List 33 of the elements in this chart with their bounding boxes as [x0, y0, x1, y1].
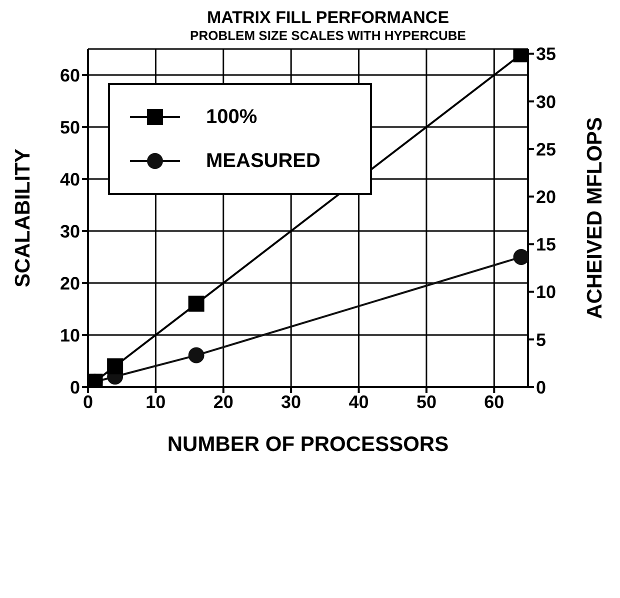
- y2-tick-label: 10: [536, 282, 556, 302]
- y-tick-label: 10: [60, 325, 80, 346]
- y2-tick-label: 30: [536, 92, 556, 112]
- y-tick-label: 40: [60, 169, 80, 190]
- x-tick-label: 40: [348, 392, 369, 412]
- point: [107, 358, 124, 374]
- y2-axis-title: ACHEIVED MFLOPS: [583, 117, 606, 319]
- y-tick-label: 50: [60, 117, 80, 138]
- y-tick-label: 60: [60, 65, 80, 86]
- x-tick-label: 50: [416, 392, 436, 412]
- point: [188, 296, 204, 312]
- y2-tick-label: 25: [536, 139, 556, 160]
- y2-tick-label: 5: [536, 330, 546, 350]
- point: [188, 347, 204, 364]
- y-axis-title: SCALABILITY: [11, 148, 34, 288]
- chart-title: MATRIX FILL PERFORMANCE: [206, 8, 450, 28]
- y2-tick-label: 35: [536, 44, 556, 64]
- legend-label: 100%: [206, 106, 258, 128]
- x-tick-label: 60: [484, 392, 504, 412]
- y-tick-label: 30: [60, 221, 80, 242]
- y-tick-label: 20: [60, 273, 80, 294]
- x-axis-title: NUMBER OF PROCESSORS: [167, 433, 449, 456]
- point: [513, 249, 528, 265]
- x-tick-label: 30: [281, 392, 302, 412]
- legend-label: MEASURED: [206, 150, 320, 172]
- x-tick-label: 0: [82, 392, 94, 412]
- y2-tick-label: 0: [536, 377, 546, 398]
- y2-tick-label: 15: [536, 234, 556, 255]
- chart-subtitle: PROBLEM SIZE SCALES WITH HYPERCUBE: [189, 28, 467, 43]
- x-tick-label: 10: [146, 392, 166, 412]
- y-tick-label: 0: [70, 377, 80, 398]
- x-tick-label: 20: [213, 392, 234, 412]
- y2-tick-label: 20: [536, 186, 556, 207]
